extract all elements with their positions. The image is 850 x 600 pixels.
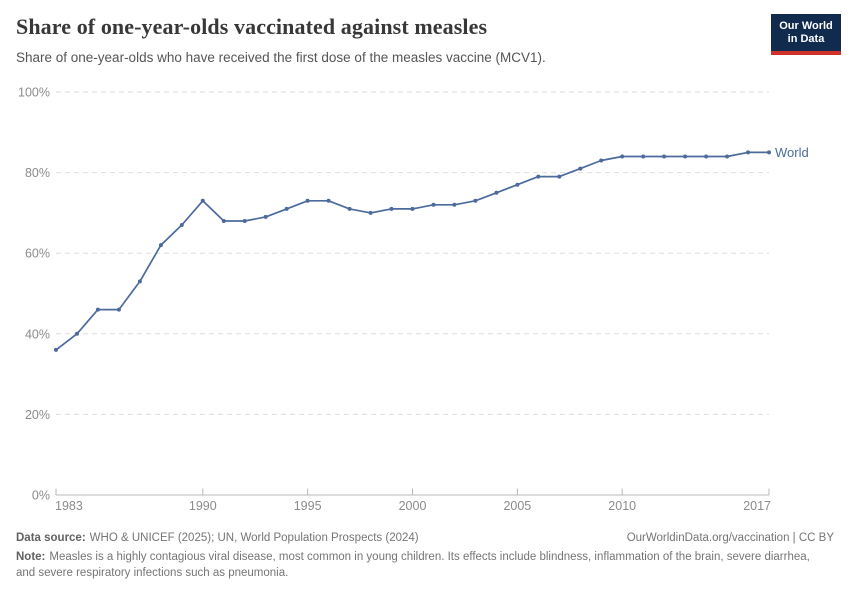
x-axis-tick-label: 2005 <box>503 499 531 513</box>
data-point[interactable] <box>536 174 541 179</box>
chart-note: Note: Measles is a highly contagious vira… <box>16 549 816 582</box>
data-point[interactable] <box>452 202 457 207</box>
data-point[interactable] <box>725 154 730 159</box>
y-axis-tick-label: 60% <box>25 247 50 261</box>
x-axis-tick-label: 2000 <box>399 499 427 513</box>
data-point[interactable] <box>641 154 646 159</box>
data-point[interactable] <box>515 182 520 187</box>
data-source: Data source: WHO & UNICEF (2025); UN, Wor… <box>16 532 419 544</box>
data-source-label: Data source: <box>16 532 86 544</box>
data-point[interactable] <box>75 331 79 336</box>
data-point[interactable] <box>368 210 373 215</box>
data-point[interactable] <box>473 198 478 203</box>
credit-link[interactable]: OurWorldinData.org/vaccination | CC BY <box>626 532 834 544</box>
data-point[interactable] <box>683 154 688 159</box>
data-source-text: WHO & UNICEF (2025); UN, World Populatio… <box>89 532 419 544</box>
data-point[interactable] <box>263 214 268 219</box>
data-point[interactable] <box>494 190 499 195</box>
x-axis-tick-label: 1990 <box>189 499 217 513</box>
data-point[interactable] <box>410 206 415 211</box>
data-point[interactable] <box>389 206 394 211</box>
data-line[interactable] <box>55 151 769 351</box>
data-point[interactable] <box>767 150 771 155</box>
note-label: Note: <box>16 551 46 563</box>
data-point[interactable] <box>599 158 604 163</box>
chart-subtitle: Share of one-year-olds who have received… <box>16 50 546 65</box>
data-point[interactable] <box>116 307 121 312</box>
data-point[interactable] <box>431 202 436 207</box>
data-point[interactable] <box>305 198 310 203</box>
data-point[interactable] <box>662 154 667 159</box>
data-point[interactable] <box>704 154 709 159</box>
chart-footer: Data source: WHO & UNICEF (2025); UN, Wor… <box>16 532 834 582</box>
data-point[interactable] <box>326 198 331 203</box>
x-axis-tick-label: 1995 <box>294 499 322 513</box>
data-point[interactable] <box>54 347 58 352</box>
y-axis-tick-label: 80% <box>25 166 50 180</box>
data-point[interactable] <box>620 154 625 159</box>
data-point[interactable] <box>578 166 583 171</box>
chart-title: Share of one-year-olds vaccinated agains… <box>16 14 488 39</box>
line-chart: 0% 20% 40% 60% 80% 100% 1983 1990 1995 2000 2005 20… <box>18 86 809 514</box>
data-point[interactable] <box>137 279 142 284</box>
x-axis-tick-label: 2010 <box>608 499 636 513</box>
owid-logo-line2: in Data <box>787 32 825 45</box>
y-axis-tick-label: 40% <box>25 327 50 341</box>
data-point[interactable] <box>158 243 163 248</box>
owid-logo[interactable]: Our World in Data <box>771 14 841 55</box>
note-text: Measles is a highly contagious viral dis… <box>16 551 810 580</box>
series-end-label[interactable]: World <box>775 145 809 160</box>
data-point[interactable] <box>179 223 184 227</box>
data-point[interactable] <box>200 198 205 203</box>
x-axis-tick-label: 2017 <box>743 499 771 513</box>
owid-logo-line1: Our World <box>779 19 833 32</box>
x-axis-tick-label: 1983 <box>55 499 83 513</box>
data-point[interactable] <box>95 307 100 312</box>
y-axis-tick-label: 20% <box>25 408 50 422</box>
data-point[interactable] <box>746 150 750 155</box>
data-point[interactable] <box>284 206 289 211</box>
data-point[interactable] <box>557 174 562 179</box>
y-axis-tick-label: 100% <box>18 86 50 100</box>
y-axis-tick-label: 0% <box>32 489 50 503</box>
data-point[interactable] <box>347 206 352 211</box>
data-point[interactable] <box>221 219 226 223</box>
chart-header: Share of one-year-olds vaccinated agains… <box>16 14 756 65</box>
data-point[interactable] <box>242 219 247 223</box>
